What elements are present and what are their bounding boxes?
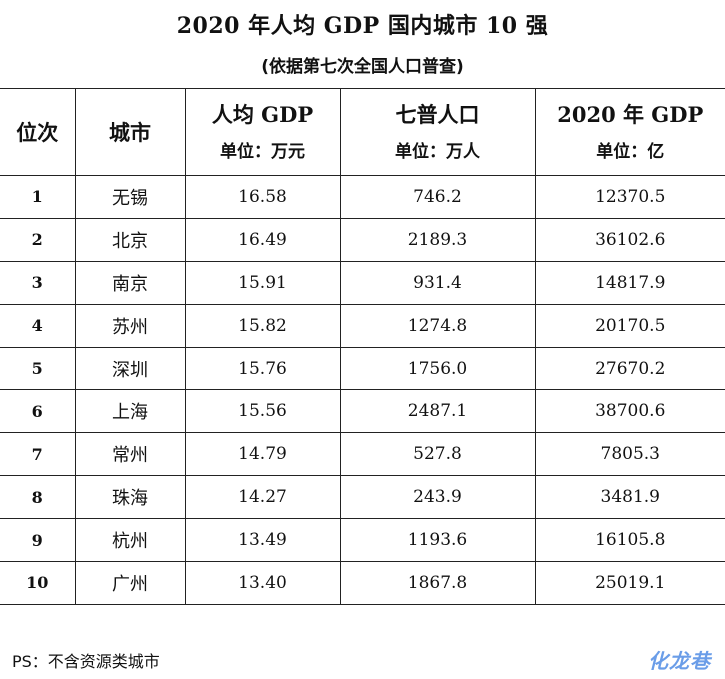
cell-population: 2487.1 (339, 389, 536, 434)
cell-rank: 6 (0, 389, 76, 434)
cell-gdp-total: 38700.6 (534, 389, 725, 434)
cell-population: 2189.3 (339, 217, 536, 262)
cell-gdp-per-capita: 15.82 (184, 303, 341, 348)
page-title: 2020 年人均 GDP 国内城市 10 强 (176, 13, 549, 39)
header-population-label: 七普人口 (395, 103, 480, 127)
cell-rank: 8 (0, 475, 76, 520)
cell-gdp-per-capita: 15.91 (184, 260, 341, 305)
cell-gdp-total: 16105.8 (534, 518, 725, 563)
cell-population: 931.4 (339, 260, 536, 305)
cell-city: 苏州 (74, 303, 186, 348)
cell-population: 1193.6 (339, 518, 536, 563)
cell-gdp-total: 12370.5 (534, 175, 725, 219)
cell-population: 243.9 (339, 475, 536, 520)
cell-gdp-per-capita: 15.76 (184, 346, 341, 391)
cell-city: 杭州 (74, 518, 186, 563)
page-subtitle: (依据第七次全国人口普查) (261, 57, 464, 77)
header-gdp-total-label: 2020 年 GDP (557, 102, 704, 127)
gdp-ranking-table: 位次 城市 人均 GDP 单位：万元 七普人口 单位：万人 2020 年 GDP… (0, 88, 725, 605)
table-row: 3 南京 15.91 931.4 14817.9 (0, 260, 725, 305)
cell-city: 深圳 (74, 346, 186, 391)
cell-city: 广州 (74, 561, 186, 605)
cell-rank: 1 (0, 175, 76, 219)
cell-city: 常州 (74, 432, 186, 477)
table-row: 2 北京 16.49 2189.3 36102.6 (0, 217, 725, 262)
cell-city: 南京 (74, 260, 186, 305)
cell-rank: 7 (0, 432, 76, 477)
header-rank: 位次 (0, 88, 76, 176)
cell-gdp-total: 3481.9 (534, 475, 725, 520)
header-population-unit: 单位：万人 (395, 142, 480, 162)
table-header-row: 位次 城市 人均 GDP 单位：万元 七普人口 单位：万人 2020 年 GDP… (0, 88, 725, 176)
table-row: 10 广州 13.40 1867.8 25019.1 (0, 561, 725, 605)
cell-gdp-total: 20170.5 (534, 303, 725, 348)
watermark-logo: 化龙巷 (648, 649, 711, 673)
table-row: 7 常州 14.79 527.8 7805.3 (0, 432, 725, 477)
header-population: 七普人口 单位：万人 (339, 88, 536, 176)
cell-city: 珠海 (74, 475, 186, 520)
cell-gdp-per-capita: 13.40 (184, 561, 341, 605)
cell-rank: 3 (0, 260, 76, 305)
cell-gdp-total: 14817.9 (534, 260, 725, 305)
cell-population: 1274.8 (339, 303, 536, 348)
cell-population: 1756.0 (339, 346, 536, 391)
cell-gdp-per-capita: 14.79 (184, 432, 341, 477)
cell-population: 746.2 (339, 175, 536, 219)
header-gdp-per-capita-unit: 单位：万元 (220, 142, 305, 162)
table-row: 8 珠海 14.27 243.9 3481.9 (0, 475, 725, 520)
footnote: PS：不含资源类城市 (12, 652, 160, 671)
cell-population: 1867.8 (339, 561, 536, 605)
cell-rank: 9 (0, 518, 76, 563)
header-gdp-per-capita-label: 人均 GDP (211, 102, 314, 127)
cell-city: 北京 (74, 217, 186, 262)
table-row: 6 上海 15.56 2487.1 38700.6 (0, 389, 725, 434)
cell-gdp-per-capita: 15.56 (184, 389, 341, 434)
cell-rank: 2 (0, 217, 76, 262)
cell-city: 无锡 (74, 175, 186, 219)
cell-gdp-total: 25019.1 (534, 561, 725, 605)
cell-gdp-per-capita: 16.49 (184, 217, 341, 262)
header-city: 城市 (74, 88, 186, 176)
cell-gdp-total: 7805.3 (534, 432, 725, 477)
cell-city: 上海 (74, 389, 186, 434)
cell-gdp-per-capita: 16.58 (184, 175, 341, 219)
cell-population: 527.8 (339, 432, 536, 477)
cell-gdp-per-capita: 13.49 (184, 518, 341, 563)
table-row: 1 无锡 16.58 746.2 12370.5 (0, 175, 725, 219)
header-gdp-total: 2020 年 GDP 单位：亿 (534, 88, 725, 176)
cell-rank: 10 (0, 561, 76, 605)
cell-gdp-total: 27670.2 (534, 346, 725, 391)
table-row: 5 深圳 15.76 1756.0 27670.2 (0, 346, 725, 391)
cell-rank: 5 (0, 346, 76, 391)
header-gdp-total-unit: 单位：亿 (596, 142, 665, 162)
cell-gdp-per-capita: 14.27 (184, 475, 341, 520)
header-gdp-per-capita: 人均 GDP 单位：万元 (184, 88, 341, 176)
cell-rank: 4 (0, 303, 76, 348)
table-row: 9 杭州 13.49 1193.6 16105.8 (0, 518, 725, 563)
cell-gdp-total: 36102.6 (534, 217, 725, 262)
table-row: 4 苏州 15.82 1274.8 20170.5 (0, 303, 725, 348)
